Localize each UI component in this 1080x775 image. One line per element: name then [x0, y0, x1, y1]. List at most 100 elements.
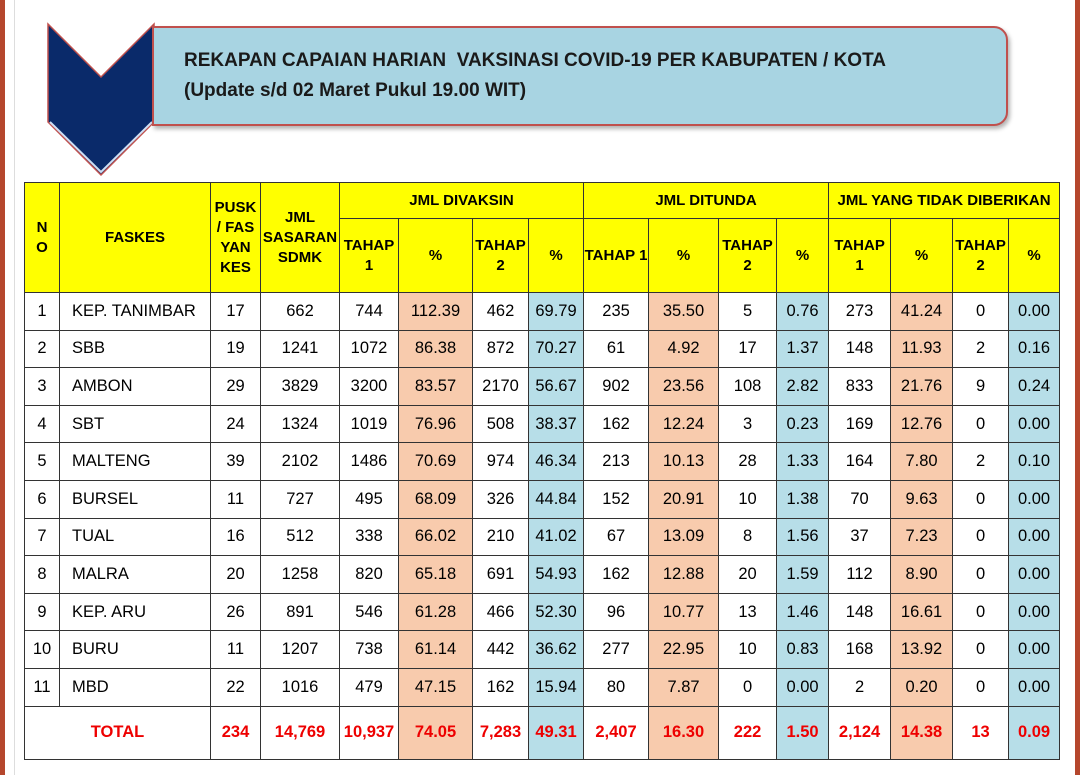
table-cell: 6: [24, 479, 60, 519]
table-cell: 727: [260, 479, 340, 519]
table-cell: 495: [339, 479, 399, 519]
table-cell: 3: [718, 404, 778, 444]
table-cell: 148: [828, 329, 892, 369]
table-cell: 76.96: [398, 404, 473, 444]
table-cell: 7.87: [648, 667, 720, 707]
table-cell: 0.20: [890, 667, 954, 707]
table-cell: 0: [952, 592, 1010, 632]
chevron-down-icon: [47, 22, 155, 177]
table-cell: 28: [718, 442, 778, 481]
table-cell: 235: [583, 292, 650, 331]
table-row: 10 BURU 11 1207 738 61.14 442 36.62 277 22.95 10 0.…: [24, 630, 1061, 669]
table-cell: 169: [828, 404, 892, 444]
table-cell: 442: [472, 630, 529, 669]
table-cell: 0: [952, 292, 1010, 331]
table-cell: 7: [24, 517, 60, 557]
table-cell: 1.37: [776, 329, 830, 369]
table-cell: 38.37: [527, 404, 585, 444]
table-cell: 66.02: [398, 517, 473, 557]
total-cell: 1.50: [776, 705, 830, 760]
table-cell: 36.62: [527, 630, 585, 669]
table-cell: 80: [583, 667, 650, 707]
table-cell: 47.15: [398, 667, 473, 707]
table-row: 6 BURSEL 11 727 495 68.09 326 44.84 152 20.91 10 1.…: [24, 479, 1061, 519]
title-line2: (Update s/d 02 Maret Pukul 19.00 WIT): [184, 80, 527, 101]
table-cell: 20.91: [648, 479, 720, 519]
table-cell: 12.24: [648, 404, 720, 444]
table-cell: 12.76: [890, 404, 954, 444]
table-cell: 1.38: [776, 479, 830, 519]
table-cell: 4: [24, 404, 60, 444]
table-cell: 2102: [260, 442, 340, 481]
header-pct: %: [1008, 218, 1061, 293]
table-cell: 29: [210, 367, 261, 406]
table-cell: 0.00: [1008, 592, 1061, 632]
table-cell: 2.82: [776, 367, 830, 406]
table-cell: 0.24: [1008, 367, 1061, 406]
table-cell: 0: [952, 404, 1010, 444]
table-row: 4 SBT 24 1324 1019 76.96 508 38.37 162 12.24 3 0.23…: [24, 404, 1061, 444]
table-cell: 326: [472, 479, 529, 519]
header-pct: %: [398, 218, 473, 293]
table-cell: 5: [24, 442, 60, 481]
table-cell: 65.18: [398, 555, 473, 594]
table-cell: 0: [952, 555, 1010, 594]
table-cell: 112: [828, 555, 892, 594]
table-cell: 24: [210, 404, 261, 444]
table-cell: 13.92: [890, 630, 954, 669]
table-row: 3 AMBON 29 3829 3200 83.57 2170 56.67 902 23.56 10…: [24, 367, 1061, 406]
table-cell: 10.13: [648, 442, 720, 481]
table-cell: 8: [24, 555, 60, 594]
total-cell: 2,124: [828, 705, 892, 760]
table-cell: 1: [24, 292, 60, 331]
table-cell: 338: [339, 517, 399, 557]
table-cell: 26: [210, 592, 261, 632]
table-cell: 86.38: [398, 329, 473, 369]
table-cell: 546: [339, 592, 399, 632]
header-pct: %: [776, 218, 830, 293]
table-cell: 0.76: [776, 292, 830, 331]
table-cell: 22: [210, 667, 261, 707]
margin-line: [14, 0, 15, 775]
table-cell: MALRA: [59, 555, 211, 594]
right-border: [1075, 0, 1080, 775]
table-cell: 67: [583, 517, 650, 557]
table-cell: 12.88: [648, 555, 720, 594]
table-cell: 162: [583, 404, 650, 444]
table-cell: 8: [718, 517, 778, 557]
table-row: 9 KEP. ARU 26 891 546 61.28 466 52.30 96 10.77 13 1…: [24, 592, 1061, 632]
table-cell: 61: [583, 329, 650, 369]
table-cell: 61.14: [398, 630, 473, 669]
table-cell: 1.59: [776, 555, 830, 594]
header-sasaran: JML SASARAN SDMK: [260, 182, 340, 293]
total-cell: 16.30: [648, 705, 720, 760]
table-cell: 21.76: [890, 367, 954, 406]
total-cell: 74.05: [398, 705, 473, 760]
table-cell: 210: [472, 517, 529, 557]
table-cell: 2: [952, 442, 1010, 481]
table-cell: 820: [339, 555, 399, 594]
table-cell: 1016: [260, 667, 340, 707]
table-cell: 0.00: [1008, 292, 1061, 331]
table-cell: 479: [339, 667, 399, 707]
header-pct: %: [648, 218, 720, 293]
header-divaksin: JML DIVAKSIN: [338, 182, 585, 219]
table-cell: 2: [24, 329, 60, 369]
table-cell: 83.57: [398, 367, 473, 406]
table-cell: 162: [583, 555, 650, 594]
table-cell: 9: [24, 592, 60, 632]
table-cell: 2: [828, 667, 892, 707]
header-ditunda: JML DITUNDA: [583, 182, 830, 219]
table-cell: 1324: [260, 404, 340, 444]
table-cell: 744: [339, 292, 399, 331]
table-cell: 0: [952, 517, 1010, 557]
table-cell: 2170: [472, 367, 529, 406]
vaccination-table: N O FASKES PUSK / FAS YAN KES JML SASARA…: [24, 182, 1061, 760]
table-cell: 213: [583, 442, 650, 481]
table-cell: 1241: [260, 329, 340, 369]
table-cell: 19: [210, 329, 261, 369]
table-cell: 152: [583, 479, 650, 519]
table-cell: 22.95: [648, 630, 720, 669]
total-label: TOTAL: [24, 705, 211, 760]
table-row: 1 KEP. TANIMBAR 17 662 744 112.39 462 69.79 235 3…: [24, 292, 1061, 331]
